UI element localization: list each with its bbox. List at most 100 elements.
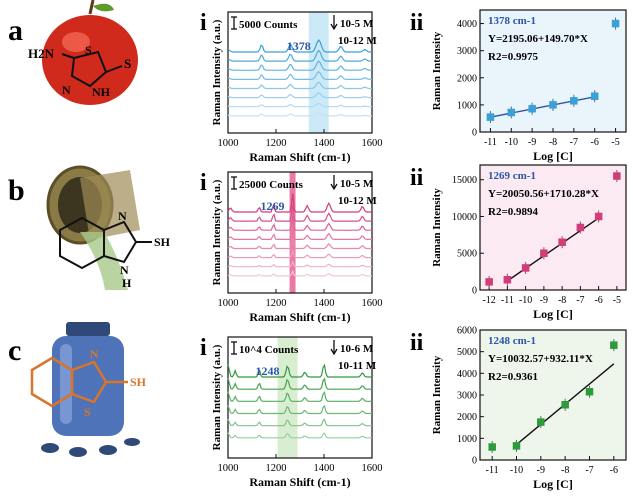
spectra-panel-c: i 10^4 Counts 1248 10-6 M 10-11 M 1000 1200 140…: [200, 335, 383, 489]
concentration-low: 10-12 M: [338, 35, 377, 47]
plot-x-tick-label: -7: [570, 137, 578, 148]
data-point: [488, 443, 496, 451]
spectra-panel-label: i: [200, 10, 207, 36]
data-point: [590, 92, 599, 100]
counts-label: 25000 Counts: [239, 179, 304, 191]
counts-label: 5000 Counts: [239, 19, 298, 31]
plot-x-tick-label: -10: [510, 465, 523, 476]
mol-a-thione-s: S: [124, 56, 131, 71]
data-point: [549, 101, 557, 109]
data-point: [576, 223, 585, 232]
plot-x-tick-label: -6: [594, 295, 602, 306]
spectra-x-tick-label: 1400: [314, 138, 335, 149]
plot-axes-frame: [479, 329, 627, 461]
spectra-x-axis-label: Raman Shift (cm-1): [249, 475, 350, 489]
plot-x-tick-label: -9: [537, 465, 545, 476]
concentration-high: 10-5 M: [340, 178, 374, 190]
plot-axes-frame: [479, 164, 627, 291]
spectrum-trace: [227, 247, 372, 259]
fit-r-squared: R2=0.9361: [488, 371, 538, 383]
fit-r-squared: R2=0.9975: [488, 51, 538, 63]
plot-x-tick-label: -5: [611, 137, 619, 148]
spectrum-trace: [227, 404, 372, 415]
mol-c-sh: SH: [130, 375, 147, 389]
spectra-panel-a: i 5000 Counts 1378 10-5 M 10-12 M 1000 1200 140…: [200, 10, 383, 164]
spectrum-trace: [227, 92, 372, 99]
plot-peak-label: 1378 cm-1: [488, 15, 536, 27]
spectrum-trace: [227, 38, 372, 53]
data-point: [528, 104, 536, 113]
pill-4: [124, 438, 140, 446]
spectra-x-tick-label: 1000: [218, 463, 239, 474]
plot-y-tick-label: 15000: [452, 175, 477, 186]
spectra-x-tick-label: 1600: [362, 138, 383, 149]
spectra-x-tick-label: 1200: [266, 463, 287, 474]
amine-bond: [61, 53, 75, 59]
mol-a-ring-n: N: [62, 83, 71, 97]
pipe-illustration: N SH N H: [46, 165, 171, 290]
data-point: [521, 264, 530, 272]
spectrum-trace: [227, 269, 372, 277]
data-point: [611, 19, 620, 28]
spectra-x-tick-label: 1400: [314, 298, 335, 309]
apple-stem: [88, 0, 95, 15]
mol-a-amine: H2N: [28, 46, 55, 61]
spectrum-trace: [227, 49, 372, 62]
spectrum-trace: [227, 112, 372, 117]
mol-c-n: N: [90, 347, 99, 361]
data-point: [585, 388, 594, 396]
plot-y-tick-label: 2000: [457, 73, 477, 84]
mol-b-n2: N: [120, 263, 129, 277]
plot-y-tick-label: 2000: [457, 412, 477, 423]
data-point: [570, 97, 578, 105]
plot-y-tick-label: 4000: [457, 369, 477, 380]
pill-2: [69, 447, 87, 457]
plot-x-tick-label: -8: [549, 137, 557, 148]
plot-y-axis-label: Raman Intensity: [431, 188, 443, 267]
data-point: [594, 212, 603, 221]
peak-label: 1269: [261, 199, 285, 213]
peak-label: 1248: [256, 364, 280, 378]
plot-x-tick-label: -7: [585, 465, 593, 476]
plot-y-tick-label: 3000: [457, 46, 477, 57]
fit-equation: Y=20050.56+1710.28*X: [488, 188, 599, 200]
plot-y-tick-label: 0: [472, 286, 477, 297]
plot-y-tick-label: 1000: [457, 434, 477, 445]
calibration-column: ii 0 1000 2000 3000 4000 -11 -10 -9 -8 -7 -6 -5 1378 …: [410, 9, 627, 491]
spectra-y-axis-label: Raman Intensity (a.u.): [211, 179, 223, 285]
data-point: [537, 418, 545, 426]
plot-x-tick-label: -6: [610, 465, 618, 476]
spectra-x-tick-label: 1600: [362, 298, 383, 309]
plot-y-tick-label: 10000: [452, 212, 477, 223]
spectrum-trace: [227, 70, 372, 80]
mol-c-s: S: [84, 405, 91, 419]
row-c-letter: c: [8, 334, 21, 367]
spectra-x-axis-label: Raman Shift (cm-1): [249, 310, 350, 324]
apple-leaf: [93, 3, 114, 12]
plot-x-tick-label: -7: [576, 295, 584, 306]
plot-x-tick-label: -6: [591, 137, 599, 148]
plot-y-tick-label: 3000: [457, 391, 477, 402]
pill-1: [41, 443, 59, 453]
plot-x-axis-label: Log [C]: [533, 307, 573, 321]
spectrum-trace: [227, 259, 372, 268]
plot-x-tick-label: -10: [505, 137, 518, 148]
data-point: [486, 113, 495, 121]
mol-b-h: H: [122, 276, 132, 290]
mol-b-n1: N: [118, 209, 127, 223]
spectrum-trace: [227, 432, 372, 439]
fit-equation: Y=10032.57+932.11*X: [488, 353, 593, 365]
plot-x-tick-label: -8: [558, 295, 566, 306]
data-point: [613, 172, 621, 180]
plot-y-axis-label: Raman Intensity: [431, 355, 443, 434]
spectra-x-axis-label: Raman Shift (cm-1): [249, 150, 350, 164]
spectra-x-tick-label: 1400: [314, 463, 335, 474]
peak-highlight-band: [277, 337, 298, 458]
spectra-column: i 5000 Counts 1378 10-5 M 10-12 M 1000 1200 140…: [200, 10, 383, 489]
row-a-letter: a: [8, 14, 23, 47]
spectrum-trace: [227, 363, 372, 378]
plot-x-axis-label: Log [C]: [533, 149, 573, 163]
apple-highlight: [62, 32, 90, 52]
plot-x-tick-label: -5: [613, 295, 621, 306]
